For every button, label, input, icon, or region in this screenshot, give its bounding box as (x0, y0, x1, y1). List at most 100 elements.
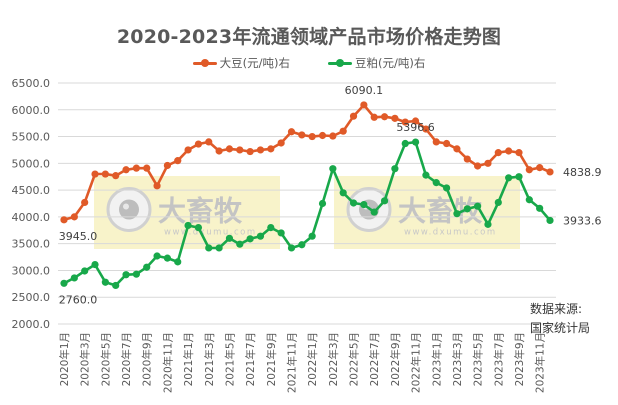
data-point (360, 101, 368, 109)
data-point (112, 281, 120, 290)
data-point (474, 162, 482, 170)
y-tick-label: 6000.0 (12, 104, 51, 117)
data-point (484, 220, 492, 228)
data-point (401, 139, 409, 148)
data-point (422, 125, 430, 133)
data-point (194, 224, 203, 232)
data-point (205, 244, 213, 252)
legend-label: 豆粕(元/吨)右 (355, 56, 426, 70)
x-tick-label: 2023年9月 (513, 332, 526, 386)
data-point (474, 202, 482, 210)
data-point (256, 146, 265, 154)
data-point (494, 198, 502, 207)
data-point (546, 168, 554, 176)
data-point (236, 146, 244, 154)
data-label: 2760.0 (59, 293, 98, 306)
data-point (81, 267, 89, 275)
x-tick-label: 2022年3月 (327, 332, 340, 386)
data-point (194, 140, 203, 148)
y-tick-label: 4500.0 (12, 184, 51, 197)
data-label: 5396.6 (396, 121, 435, 134)
y-tick-label: 2500.0 (12, 291, 51, 304)
data-point (132, 270, 140, 278)
x-tick-label: 2021年5月 (223, 332, 236, 386)
data-point (215, 244, 223, 252)
data-point (70, 213, 78, 221)
x-tick-label: 2022年1月 (306, 332, 319, 386)
data-point (184, 146, 192, 154)
x-tick-label: 2020年7月 (120, 332, 133, 386)
watermark-url: www.dxumu.com (404, 228, 497, 238)
data-point (401, 118, 409, 126)
legend-swatch-icon (192, 57, 217, 69)
x-tick-label: 2020年5月 (99, 332, 112, 386)
x-tick-label: 2022年11月 (410, 332, 423, 393)
data-point (308, 232, 316, 240)
data-point (277, 229, 285, 237)
data-point (298, 241, 306, 249)
legend-item-soybean[interactable]: 大豆(元/吨)右 (192, 55, 290, 71)
data-point (287, 128, 296, 136)
x-tick-label: 2022年5月 (348, 332, 361, 386)
data-point (494, 149, 502, 157)
data-point (463, 205, 471, 213)
data-point (349, 112, 358, 120)
x-tick-label: 2023年1月 (430, 332, 443, 386)
data-point (349, 199, 358, 207)
x-tick-label: 2020年1月 (58, 332, 71, 386)
source-label: 数据来源: (530, 302, 583, 316)
data-point (380, 197, 389, 205)
data-labels: 3945.0 6090.1 4838.9 2760.0 5396.6 3933.6 (59, 84, 602, 306)
data-point (101, 278, 109, 286)
legend-swatch-icon (328, 57, 352, 69)
data-point (163, 254, 172, 262)
data-point (308, 132, 316, 141)
data-point (205, 138, 213, 146)
data-point (225, 234, 234, 242)
data-point (174, 157, 182, 165)
data-point (422, 171, 430, 179)
x-tick-label: 2021年3月 (203, 332, 216, 386)
data-point (174, 258, 182, 266)
data-point (122, 271, 130, 279)
watermark-brand: 大畜牧 (158, 195, 243, 228)
data-point (525, 196, 533, 204)
y-tick-label: 6500.0 (12, 77, 51, 90)
watermark-brand: 大畜牧 (398, 195, 483, 228)
data-point (132, 164, 140, 172)
data-label: 3945.0 (59, 230, 98, 243)
data-point (525, 166, 533, 174)
x-tick-label: 2022年9月 (389, 332, 402, 386)
data-point (184, 221, 192, 230)
data-point (318, 199, 327, 208)
data-point (277, 139, 285, 147)
data-point (442, 139, 451, 148)
data-point (453, 210, 461, 218)
data-point (339, 127, 347, 135)
series-layer (60, 101, 554, 290)
data-point (81, 198, 89, 207)
data-point (122, 166, 130, 174)
data-point (70, 274, 78, 282)
data-label: 3933.6 (563, 214, 602, 227)
data-point (298, 131, 306, 139)
data-point (153, 182, 161, 190)
x-tick-label: 2023年11月 (534, 332, 547, 393)
data-point (267, 145, 275, 153)
x-tick-label: 2020年11月 (161, 332, 174, 393)
y-tick-label: 3000.0 (12, 264, 51, 277)
y-tick-label: 5000.0 (12, 157, 51, 170)
x-tick-label: 2022年7月 (368, 332, 381, 386)
data-label: 4838.9 (563, 166, 602, 179)
data-point (391, 165, 399, 173)
data-point (287, 244, 296, 252)
data-point (432, 138, 440, 146)
chart-title: 2020-2023年流通领域产品市场价格走势图 (116, 26, 502, 48)
data-point (101, 170, 109, 178)
data-point (432, 179, 440, 187)
legend-item-soybean-meal[interactable]: 豆粕(元/吨)右 (328, 55, 425, 71)
x-axis: 2020年1月 2020年3月 2020年5月 2020年7月 2020年9月 2020年… (58, 332, 547, 393)
y-axis: 2000.0 2500.0 3000.0 3500.0 4000.0 4500.0 5000… (12, 77, 51, 331)
